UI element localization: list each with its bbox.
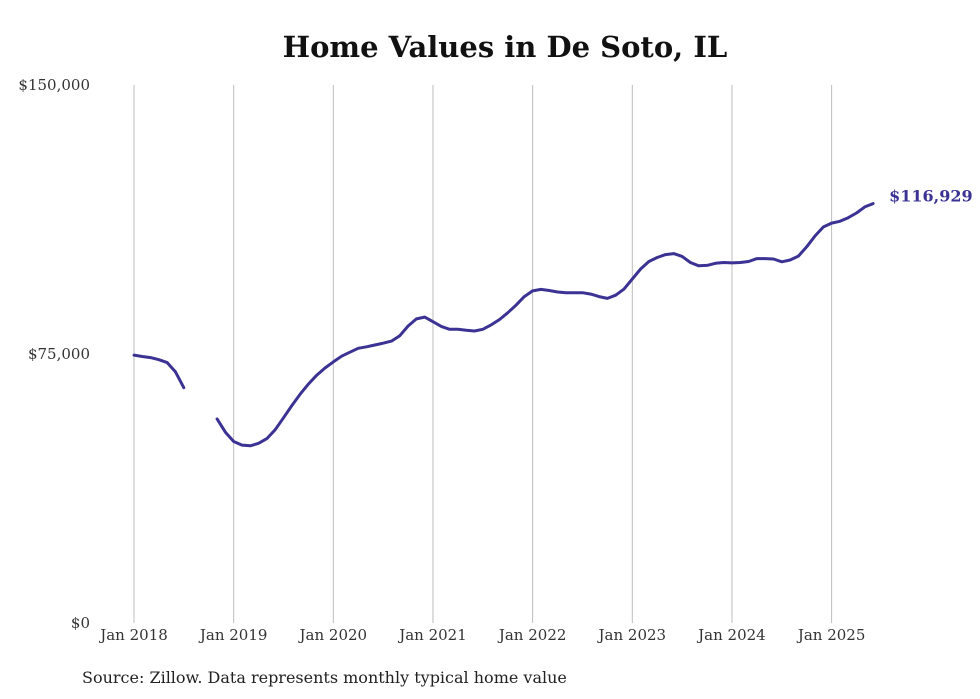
series-line xyxy=(215,202,875,448)
x-tick-label: Jan 2024 xyxy=(696,626,766,644)
y-tick-label: $75,000 xyxy=(28,345,90,363)
x-tick-label: Jan 2021 xyxy=(397,626,467,644)
x-axis-ticks: Jan 2018 Jan 2019 Jan 2020 Jan 2021 Jan 2022… xyxy=(98,626,865,644)
x-tick-label: Jan 2025 xyxy=(796,626,866,644)
y-tick-label: $150,000 xyxy=(18,76,90,94)
source-note: Source: Zillow. Data represents monthly … xyxy=(82,668,567,687)
x-tick-label: Jan 2018 xyxy=(98,626,168,644)
y-axis-ticks: $0 $75,000 $150,000 xyxy=(18,76,90,632)
end-value-label: $116,929 xyxy=(889,187,973,206)
y-tick-label: $0 xyxy=(71,614,90,632)
series-layer xyxy=(132,202,875,448)
series-line xyxy=(132,353,186,390)
label-layer: $116,929 xyxy=(889,187,973,206)
x-tick-label: Jan 2022 xyxy=(497,626,567,644)
x-tick-label: Jan 2023 xyxy=(597,626,667,644)
x-tick-label: Jan 2019 xyxy=(198,626,268,644)
chart-title: Home Values in De Soto, IL xyxy=(282,30,728,64)
grid-layer xyxy=(133,85,833,623)
x-tick-label: Jan 2020 xyxy=(298,626,368,644)
